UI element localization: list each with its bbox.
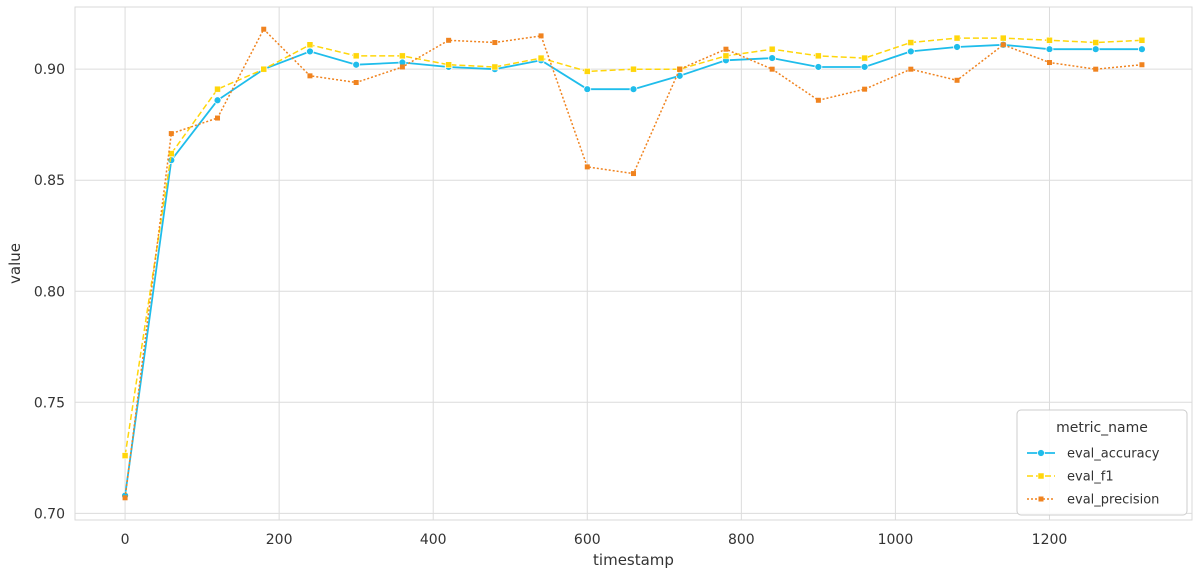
series-eval-precision xyxy=(122,26,1145,501)
data-point xyxy=(306,47,314,56)
data-point xyxy=(214,85,221,93)
data-point xyxy=(446,37,452,43)
data-point xyxy=(491,63,499,71)
data-point xyxy=(306,41,314,49)
data-point xyxy=(723,46,729,52)
x-tick-label: 1000 xyxy=(878,532,914,548)
y-tick-label: 0.90 xyxy=(34,62,65,78)
data-point xyxy=(814,63,823,71)
data-point xyxy=(1046,60,1052,66)
data-point xyxy=(307,73,313,79)
data-point xyxy=(1139,62,1145,68)
data-point xyxy=(121,452,129,459)
y-axis-label: value xyxy=(6,243,24,284)
data-point xyxy=(445,61,452,68)
y-tick-label: 0.80 xyxy=(34,284,65,300)
data-point xyxy=(862,86,868,92)
data-point xyxy=(907,39,915,46)
x-tick-label: 600 xyxy=(574,532,601,548)
data-point xyxy=(261,26,267,32)
x-tick-label: 400 xyxy=(420,532,447,548)
data-point xyxy=(352,60,361,69)
data-point xyxy=(768,45,776,53)
data-point xyxy=(1138,45,1146,54)
data-point xyxy=(631,171,636,177)
data-point xyxy=(260,65,267,73)
data-point xyxy=(1092,39,1099,46)
x-tick-label: 0 xyxy=(121,532,130,548)
data-point xyxy=(538,33,544,39)
data-point xyxy=(677,66,683,72)
x-axis-label: timestamp xyxy=(593,551,674,569)
data-point xyxy=(861,54,868,62)
data-point xyxy=(954,77,960,83)
legend-item-eval-precision: eval_precision xyxy=(1027,493,1159,508)
x-tick-label: 1200 xyxy=(1032,532,1068,548)
legend-item-eval-f1: eval_f1 xyxy=(1027,470,1114,485)
y-tick-label: 0.85 xyxy=(34,173,65,189)
data-point xyxy=(908,66,914,72)
data-point xyxy=(768,54,777,62)
legend-label: eval_f1 xyxy=(1067,470,1114,485)
legend-item-eval-accuracy: eval_accuracy xyxy=(1027,447,1160,462)
data-point xyxy=(1093,66,1099,72)
tick-labels: 0 200 400 600 800 1000 1200 0.70 0.75 0.80 0.85 0.9… xyxy=(34,62,1067,548)
data-point xyxy=(399,64,405,70)
data-point xyxy=(122,495,128,501)
x-tick-label: 800 xyxy=(728,532,755,548)
plot-frame xyxy=(74,6,1193,521)
data-point xyxy=(168,131,174,137)
data-point xyxy=(1045,45,1054,54)
data-point xyxy=(630,65,637,73)
legend-label: eval_precision xyxy=(1067,493,1159,508)
y-tick-label: 0.75 xyxy=(34,395,65,411)
data-point xyxy=(215,115,221,121)
y-tick-label: 0.70 xyxy=(34,506,65,522)
legend: metric_name eval_accuracy eval_f1 eval_pre… xyxy=(1016,409,1188,516)
data-point xyxy=(1091,45,1100,54)
data-point xyxy=(1000,34,1007,42)
data-point xyxy=(906,47,915,56)
data-point xyxy=(353,80,359,86)
grid-lines xyxy=(75,7,1192,520)
x-tick-label: 200 xyxy=(266,532,293,548)
data-point xyxy=(537,54,545,62)
data-point xyxy=(583,85,592,94)
legend-box xyxy=(1016,409,1188,516)
legend-title: metric_name xyxy=(1056,420,1148,436)
data-point xyxy=(953,34,961,42)
data-point xyxy=(584,68,591,75)
data-point xyxy=(629,85,638,94)
data-point xyxy=(815,52,822,60)
data-point xyxy=(953,43,961,51)
data-point xyxy=(1000,42,1006,48)
data-point xyxy=(584,164,590,170)
data-point xyxy=(399,52,406,60)
legend-marker xyxy=(1037,449,1045,457)
data-point xyxy=(722,52,730,60)
data-point xyxy=(1046,37,1053,44)
data-point xyxy=(492,40,498,46)
series-lines xyxy=(121,26,1146,501)
series-eval-f1 xyxy=(121,34,1146,459)
data-point xyxy=(860,63,869,71)
legend-items: eval_accuracy eval_f1 eval_precision xyxy=(1027,447,1160,508)
data-point xyxy=(769,66,775,72)
data-point xyxy=(1138,37,1146,44)
legend-label: eval_accuracy xyxy=(1067,447,1160,462)
legend-marker xyxy=(1037,472,1045,480)
data-point xyxy=(352,52,360,60)
legend-marker xyxy=(1038,496,1044,502)
data-point xyxy=(168,150,175,157)
data-point xyxy=(815,97,821,103)
data-point xyxy=(213,96,222,105)
